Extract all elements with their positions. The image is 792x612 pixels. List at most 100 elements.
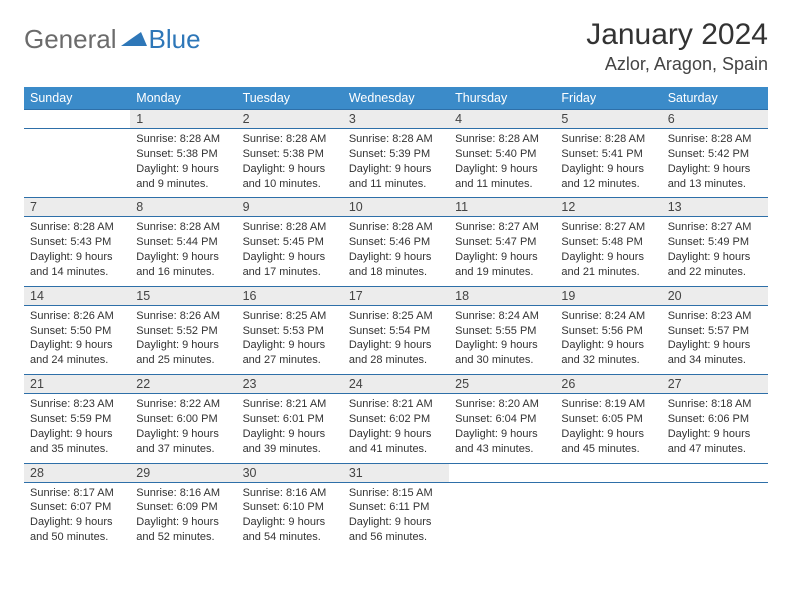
sunrise-text: Sunrise: 8:28 AM (243, 220, 337, 235)
day-info-cell (662, 482, 768, 551)
day-number-cell: 2 (237, 110, 343, 129)
day-info-cell: Sunrise: 8:16 AMSunset: 6:09 PMDaylight:… (130, 482, 236, 551)
sunset-text: Sunset: 5:45 PM (243, 235, 337, 250)
day-info-cell: Sunrise: 8:23 AMSunset: 5:57 PMDaylight:… (662, 305, 768, 374)
day-info-cell: Sunrise: 8:22 AMSunset: 6:00 PMDaylight:… (130, 394, 236, 463)
day-info-cell: Sunrise: 8:28 AMSunset: 5:38 PMDaylight:… (237, 129, 343, 198)
day-info-cell: Sunrise: 8:27 AMSunset: 5:49 PMDaylight:… (662, 217, 768, 286)
day-info-cell: Sunrise: 8:28 AMSunset: 5:39 PMDaylight:… (343, 129, 449, 198)
day-info-cell: Sunrise: 8:18 AMSunset: 6:06 PMDaylight:… (662, 394, 768, 463)
daylight-text: Daylight: 9 hours and 22 minutes. (668, 250, 762, 280)
week-daynum-row: 123456 (24, 110, 768, 129)
daylight-text: Daylight: 9 hours and 41 minutes. (349, 427, 443, 457)
daylight-text: Daylight: 9 hours and 34 minutes. (668, 338, 762, 368)
daylight-text: Daylight: 9 hours and 21 minutes. (561, 250, 655, 280)
daylight-text: Daylight: 9 hours and 39 minutes. (243, 427, 337, 457)
sunrise-text: Sunrise: 8:28 AM (30, 220, 124, 235)
brand-triangle-icon (119, 24, 147, 55)
sunrise-text: Sunrise: 8:24 AM (561, 309, 655, 324)
sunset-text: Sunset: 6:07 PM (30, 500, 124, 515)
daylight-text: Daylight: 9 hours and 50 minutes. (30, 515, 124, 545)
day-info-cell: Sunrise: 8:25 AMSunset: 5:53 PMDaylight:… (237, 305, 343, 374)
day-info-cell: Sunrise: 8:19 AMSunset: 6:05 PMDaylight:… (555, 394, 661, 463)
day-number-cell: 24 (343, 375, 449, 394)
day-number-cell: 28 (24, 463, 130, 482)
daylight-text: Daylight: 9 hours and 13 minutes. (668, 162, 762, 192)
daylight-text: Daylight: 9 hours and 10 minutes. (243, 162, 337, 192)
day-info-cell: Sunrise: 8:15 AMSunset: 6:11 PMDaylight:… (343, 482, 449, 551)
sunrise-text: Sunrise: 8:22 AM (136, 397, 230, 412)
day-number-cell: 5 (555, 110, 661, 129)
sunset-text: Sunset: 6:11 PM (349, 500, 443, 515)
sunset-text: Sunset: 5:43 PM (30, 235, 124, 250)
week-info-row: Sunrise: 8:28 AMSunset: 5:43 PMDaylight:… (24, 217, 768, 286)
sunrise-text: Sunrise: 8:16 AM (136, 486, 230, 501)
day-info-cell: Sunrise: 8:28 AMSunset: 5:43 PMDaylight:… (24, 217, 130, 286)
sunset-text: Sunset: 6:01 PM (243, 412, 337, 427)
day-info-cell: Sunrise: 8:27 AMSunset: 5:47 PMDaylight:… (449, 217, 555, 286)
calendar-page: General Blue January 2024 Azlor, Aragon,… (0, 0, 792, 561)
day-info-cell: Sunrise: 8:26 AMSunset: 5:52 PMDaylight:… (130, 305, 236, 374)
daylight-text: Daylight: 9 hours and 17 minutes. (243, 250, 337, 280)
dayhead-sat: Saturday (662, 87, 768, 110)
sunrise-text: Sunrise: 8:23 AM (30, 397, 124, 412)
brand-logo: General Blue (24, 24, 201, 55)
day-info-cell: Sunrise: 8:28 AMSunset: 5:42 PMDaylight:… (662, 129, 768, 198)
day-info-cell: Sunrise: 8:28 AMSunset: 5:40 PMDaylight:… (449, 129, 555, 198)
day-number-cell: 8 (130, 198, 236, 217)
dayhead-fri: Friday (555, 87, 661, 110)
month-title: January 2024 (586, 18, 768, 52)
sunrise-text: Sunrise: 8:28 AM (349, 132, 443, 147)
daylight-text: Daylight: 9 hours and 47 minutes. (668, 427, 762, 457)
daylight-text: Daylight: 9 hours and 16 minutes. (136, 250, 230, 280)
day-info-cell: Sunrise: 8:21 AMSunset: 6:02 PMDaylight:… (343, 394, 449, 463)
day-number-cell: 19 (555, 286, 661, 305)
day-number-cell: 1 (130, 110, 236, 129)
day-info-cell: Sunrise: 8:24 AMSunset: 5:56 PMDaylight:… (555, 305, 661, 374)
sunset-text: Sunset: 5:46 PM (349, 235, 443, 250)
day-number-cell: 16 (237, 286, 343, 305)
day-info-cell: Sunrise: 8:28 AMSunset: 5:41 PMDaylight:… (555, 129, 661, 198)
day-number-cell: 27 (662, 375, 768, 394)
sunrise-text: Sunrise: 8:19 AM (561, 397, 655, 412)
day-info-cell: Sunrise: 8:28 AMSunset: 5:38 PMDaylight:… (130, 129, 236, 198)
day-info-cell: Sunrise: 8:24 AMSunset: 5:55 PMDaylight:… (449, 305, 555, 374)
sunrise-text: Sunrise: 8:24 AM (455, 309, 549, 324)
title-block: January 2024 Azlor, Aragon, Spain (586, 18, 768, 75)
week-daynum-row: 14151617181920 (24, 286, 768, 305)
day-info-cell: Sunrise: 8:28 AMSunset: 5:44 PMDaylight:… (130, 217, 236, 286)
day-info-cell: Sunrise: 8:27 AMSunset: 5:48 PMDaylight:… (555, 217, 661, 286)
sunrise-text: Sunrise: 8:27 AM (561, 220, 655, 235)
day-info-cell (24, 129, 130, 198)
day-info-cell (449, 482, 555, 551)
sunrise-text: Sunrise: 8:28 AM (455, 132, 549, 147)
sunrise-text: Sunrise: 8:27 AM (668, 220, 762, 235)
sunset-text: Sunset: 5:38 PM (243, 147, 337, 162)
day-number-cell: 13 (662, 198, 768, 217)
day-info-cell: Sunrise: 8:17 AMSunset: 6:07 PMDaylight:… (24, 482, 130, 551)
daylight-text: Daylight: 9 hours and 9 minutes. (136, 162, 230, 192)
sunset-text: Sunset: 5:41 PM (561, 147, 655, 162)
daylight-text: Daylight: 9 hours and 19 minutes. (455, 250, 549, 280)
daylight-text: Daylight: 9 hours and 12 minutes. (561, 162, 655, 192)
sunset-text: Sunset: 5:54 PM (349, 324, 443, 339)
daylight-text: Daylight: 9 hours and 35 minutes. (30, 427, 124, 457)
sunrise-text: Sunrise: 8:28 AM (136, 220, 230, 235)
brand-part1: General (24, 24, 117, 55)
day-number-cell: 12 (555, 198, 661, 217)
sunset-text: Sunset: 6:02 PM (349, 412, 443, 427)
day-number-cell: 21 (24, 375, 130, 394)
day-info-cell: Sunrise: 8:25 AMSunset: 5:54 PMDaylight:… (343, 305, 449, 374)
week-info-row: Sunrise: 8:23 AMSunset: 5:59 PMDaylight:… (24, 394, 768, 463)
sunset-text: Sunset: 6:00 PM (136, 412, 230, 427)
day-number-cell (449, 463, 555, 482)
sunrise-text: Sunrise: 8:21 AM (349, 397, 443, 412)
day-number-cell: 18 (449, 286, 555, 305)
sunset-text: Sunset: 5:48 PM (561, 235, 655, 250)
sunset-text: Sunset: 6:05 PM (561, 412, 655, 427)
sunrise-text: Sunrise: 8:28 AM (243, 132, 337, 147)
sunrise-text: Sunrise: 8:28 AM (349, 220, 443, 235)
sunrise-text: Sunrise: 8:25 AM (243, 309, 337, 324)
day-number-cell: 11 (449, 198, 555, 217)
day-info-cell: Sunrise: 8:26 AMSunset: 5:50 PMDaylight:… (24, 305, 130, 374)
